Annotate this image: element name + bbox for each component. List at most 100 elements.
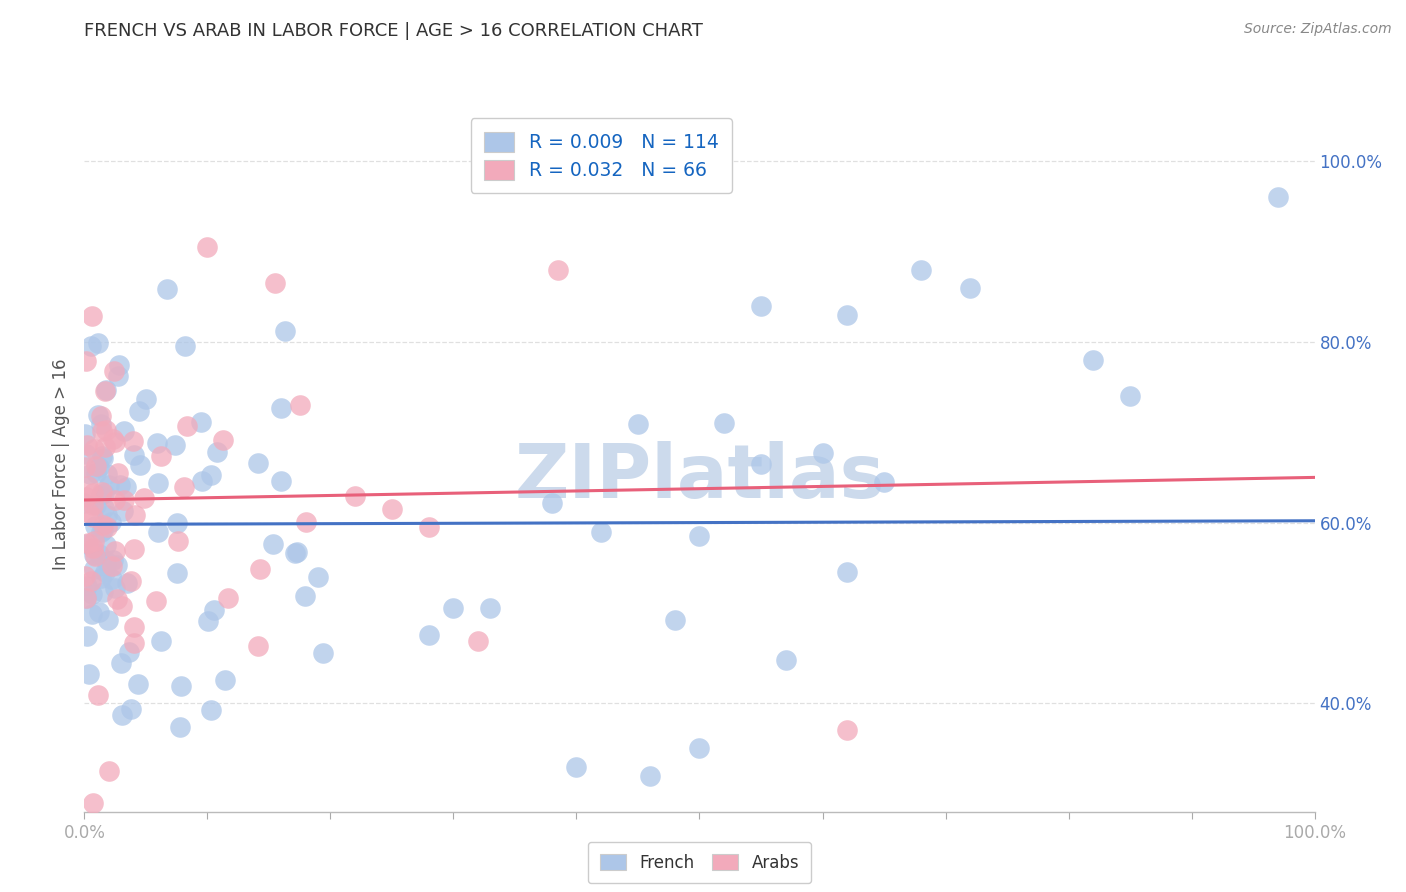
Point [96,520,118,534]
Point [247,639,270,653]
Point [90,424,112,438]
Point [93,384,115,398]
Point [80,339,103,353]
Point [77,536,100,550]
Point [75,427,97,442]
Point [547,262,569,277]
Point [205,444,228,458]
Point [108,478,131,492]
Point [591,525,613,540]
Point [211,433,233,447]
Point [107,466,129,480]
Point [94,383,117,397]
Point [79,467,101,481]
Point [837,565,859,579]
Point [111,599,134,614]
Point [264,276,287,290]
Point [82,498,104,512]
Point [112,493,135,508]
Point [176,419,198,434]
Point [295,515,318,529]
Point [91,523,114,537]
Point [640,768,662,782]
Point [959,280,981,294]
Point [775,653,797,667]
Point [97,478,120,492]
Point [122,434,145,448]
Point [479,601,502,615]
Point [749,299,772,313]
Point [77,667,100,681]
Point [94,423,117,437]
Point [75,447,97,461]
Point [82,796,104,810]
Point [82,541,104,556]
Point [148,524,170,539]
Point [249,562,271,576]
Point [467,633,489,648]
Point [285,545,308,559]
Point [73,495,96,509]
Point [202,602,225,616]
Point [541,496,564,510]
Point [101,573,124,587]
Point [93,501,115,516]
Point [115,480,138,494]
Point [169,720,191,734]
Point [87,460,110,475]
Point [115,576,138,591]
Point [96,555,118,569]
Point [664,613,686,627]
Point [103,364,125,378]
Point [82,607,104,622]
Point [418,627,440,641]
Point [873,475,896,489]
Point [76,479,98,493]
Point [1083,353,1105,368]
Point [288,398,311,412]
Point [627,417,650,431]
Point [101,432,124,446]
Point [75,354,97,368]
Point [200,467,222,482]
Point [173,480,195,494]
Point [96,467,118,481]
Point [262,537,284,551]
Point [166,516,188,530]
Point [129,458,152,473]
Point [166,534,188,549]
Point [83,442,105,456]
Point [104,582,127,596]
Point [270,401,292,416]
Point [87,408,110,422]
Point [217,591,239,606]
Point [170,679,193,693]
Point [76,579,98,593]
Point [443,600,465,615]
Point [837,308,859,322]
Point [311,646,333,660]
Point [84,459,107,474]
Point [122,636,145,650]
Point [713,416,735,430]
Y-axis label: In Labor Force | Age > 16: In Labor Force | Age > 16 [52,358,70,570]
Point [101,559,124,574]
Point [87,688,110,702]
Point [75,568,97,582]
Point [104,435,127,450]
Point [108,359,131,373]
Point [100,515,122,529]
Point [107,369,129,384]
Point [94,565,117,579]
Point [284,546,307,560]
Point [91,450,114,464]
Point [270,474,292,488]
Point [124,508,146,522]
Legend: French, Arabs: French, Arabs [588,842,811,883]
Point [120,574,142,589]
Point [90,572,112,586]
Point [122,541,145,556]
Point [75,459,97,474]
Point [105,558,128,572]
Point [146,476,169,491]
